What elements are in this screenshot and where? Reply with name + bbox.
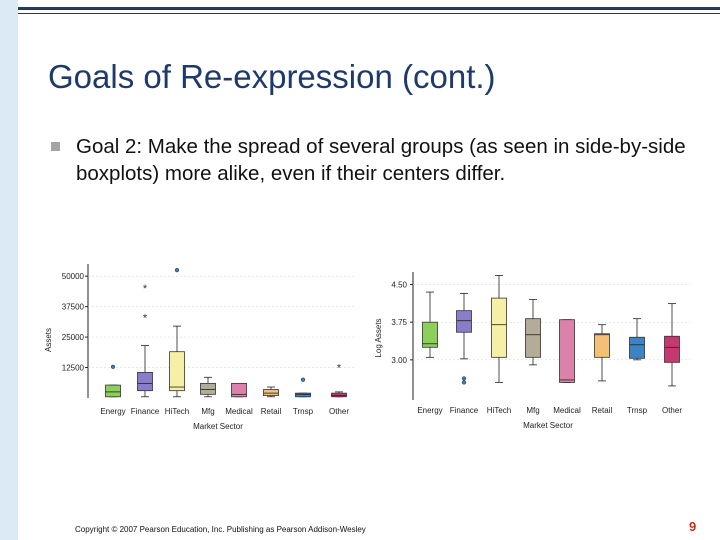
x-tick-label-finance: Finance (131, 407, 160, 416)
x-tick-label-hitech: HiTech (165, 407, 189, 416)
left-accent-bar (0, 0, 18, 540)
y-tick-label: 3.00 (391, 356, 407, 365)
y-axis-label: Log Assets (374, 318, 383, 357)
box-trnsp (295, 377, 311, 398)
x-tick-label-hitech: HiTech (487, 406, 511, 415)
box-retail (594, 324, 610, 382)
x-tick-label-trnsp: Trnsp (293, 407, 314, 416)
outlier-star: * (143, 312, 148, 324)
x-tick-label-energy: Energy (417, 406, 442, 415)
outlier-point (174, 267, 180, 273)
log-assets-boxplot: 4.50 3.75 3.00 Log Assets Energy Finance HiTec… (374, 272, 690, 430)
x-tick-label-other: Other (662, 406, 682, 415)
x-tick-label-retail: Retail (261, 407, 282, 416)
box-mfg (200, 376, 216, 398)
y-tick-label: 4.50 (391, 281, 407, 290)
top-rule-thick (18, 7, 720, 10)
x-tick-label-finance: Finance (450, 406, 479, 415)
x-axis-label: Market Sector (193, 422, 243, 431)
box-medical (559, 319, 575, 383)
assets-boxplot: 50000375002500012500AssetsEnergy**Financ… (44, 264, 356, 431)
box-retail (263, 386, 279, 398)
box-mfg (525, 299, 541, 366)
box-iqr (105, 384, 121, 398)
outlier-star: * (143, 283, 148, 295)
box-iqr (137, 372, 153, 392)
slide-title: Goals of Re-expression (cont.) (48, 58, 496, 95)
y-tick-label: 3.75 (391, 318, 407, 327)
box-iqr (200, 382, 216, 395)
y-axis-label: Assets (44, 328, 53, 352)
outlier-point (461, 376, 467, 381)
box-other: * (331, 362, 347, 398)
box-iqr (456, 310, 472, 333)
box-iqr (594, 333, 610, 358)
x-axis-label: Market Sector (523, 421, 573, 430)
box-iqr (664, 335, 680, 363)
box-iqr (331, 392, 347, 398)
copyright-footer: Copyright © 2007 Pearson Education, Inc.… (75, 525, 366, 534)
box-other (664, 303, 680, 387)
y-tick-label: 50000 (62, 272, 85, 281)
box-iqr (422, 321, 438, 348)
box-iqr (559, 319, 575, 383)
x-tick-label-trnsp: Trnsp (627, 406, 648, 415)
x-tick-label-medical: Medical (553, 406, 581, 415)
box-hitech (491, 275, 507, 383)
x-tick-label-retail: Retail (592, 406, 613, 415)
outlier-point (300, 377, 306, 382)
x-tick-label-other: Other (329, 407, 349, 416)
box-hitech (169, 267, 185, 398)
box-trnsp (629, 318, 645, 361)
outlier-star: * (337, 362, 342, 374)
bullet-text: Goal 2: Make the spread of several group… (76, 135, 686, 185)
box-finance: ** (137, 283, 153, 398)
box-finance (456, 293, 472, 385)
box-iqr (295, 392, 311, 398)
box-iqr (629, 336, 645, 359)
box-iqr (491, 297, 507, 358)
outlier-point (110, 364, 116, 369)
box-iqr (525, 318, 541, 358)
bullet-square-icon (51, 142, 60, 151)
y-tick-label: 12500 (62, 364, 85, 373)
box-iqr (169, 351, 185, 392)
box-iqr (231, 382, 247, 398)
page-number: 9 (689, 519, 697, 534)
x-tick-label-mfg: Mfg (201, 407, 214, 416)
x-tick-label-energy: Energy (100, 407, 125, 416)
box-energy (105, 364, 121, 398)
box-energy (422, 291, 438, 358)
x-tick-label-mfg: Mfg (526, 406, 539, 415)
y-tick-label: 37500 (62, 303, 85, 312)
top-rule-thin (18, 13, 720, 14)
x-tick-label-medical: Medical (225, 407, 253, 416)
box-iqr (263, 389, 279, 396)
outlier-point (461, 380, 467, 385)
box-medical (231, 382, 247, 398)
y-tick-label: 25000 (62, 333, 85, 342)
